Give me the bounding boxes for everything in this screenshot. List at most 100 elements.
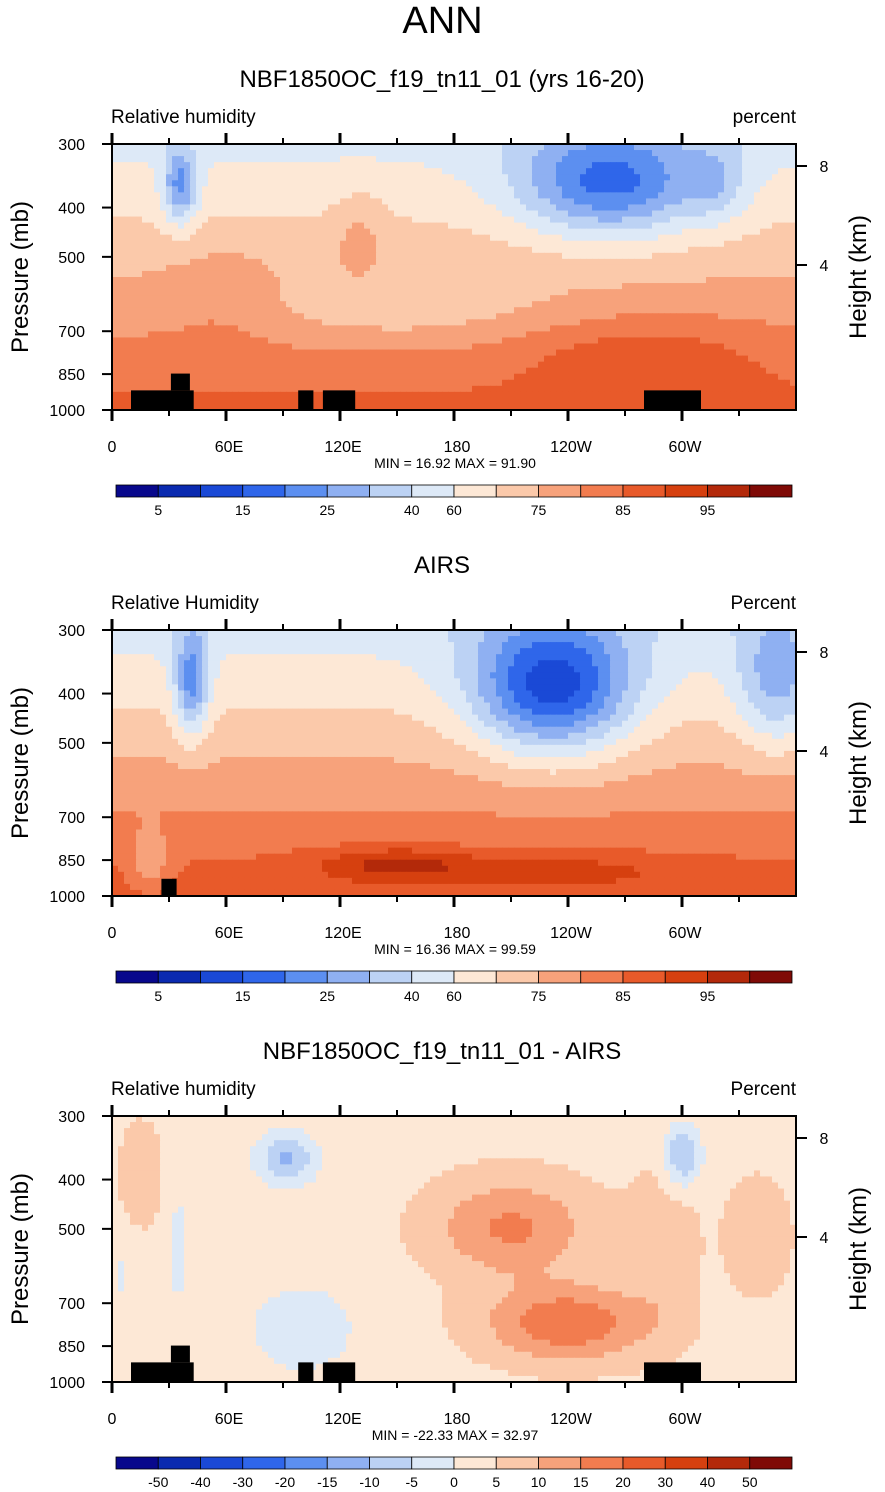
- contour-cell: [250, 150, 257, 157]
- contour-cell: [466, 283, 473, 290]
- contour-cell: [652, 367, 659, 375]
- contour-cell: [658, 240, 665, 248]
- contour-cell: [166, 349, 173, 357]
- contour-cell: [394, 246, 401, 254]
- contour-cell: [112, 307, 119, 314]
- contour-cell: [664, 349, 671, 357]
- contour-cell: [166, 331, 173, 339]
- contour-cell: [688, 258, 695, 266]
- contour-cell: [238, 192, 245, 200]
- contour-cell: [118, 319, 125, 326]
- contour-cell: [142, 144, 149, 151]
- contour-cell: [238, 349, 245, 357]
- contour-cell: [778, 180, 785, 187]
- contour-cell: [700, 234, 707, 242]
- contour-cell: [340, 246, 347, 254]
- contour-cell: [400, 234, 407, 242]
- contour-cell: [286, 289, 293, 296]
- contour-cell: [376, 319, 383, 326]
- contour-cell: [766, 162, 773, 169]
- contour-cell: [652, 331, 659, 339]
- contour-cell: [154, 162, 161, 169]
- contour-cell: [640, 403, 647, 411]
- contour-cell: [712, 313, 719, 320]
- contour-cell: [694, 204, 701, 212]
- contour-cell: [268, 403, 275, 411]
- contour-cell: [628, 367, 635, 375]
- contour-cell: [268, 277, 275, 284]
- contour-cell: [202, 240, 209, 248]
- contour-cell: [748, 258, 755, 266]
- contour-cell: [136, 301, 143, 308]
- contour-cell: [682, 313, 689, 320]
- contour-cell: [280, 385, 287, 393]
- contour-cell: [520, 180, 527, 187]
- contour-cell: [562, 355, 569, 363]
- contour-cell: [670, 186, 677, 193]
- contour-cell: [406, 162, 413, 169]
- contour-cell: [316, 198, 323, 206]
- contour-cell: [562, 289, 569, 296]
- contour-cell: [616, 270, 623, 278]
- contour-cell: [472, 343, 479, 351]
- contour-cell: [598, 174, 605, 181]
- contour-cell: [574, 301, 581, 308]
- contour-cell: [322, 258, 329, 266]
- contour-cell: [550, 361, 557, 369]
- contour-cell: [442, 222, 449, 230]
- contour-cell: [262, 373, 269, 381]
- contour-cell: [748, 192, 755, 200]
- contour-cell: [688, 240, 695, 248]
- contour-cell: [424, 204, 431, 212]
- contour-cell: [124, 174, 131, 181]
- contour-cell: [754, 355, 761, 363]
- contour-cell: [568, 367, 575, 375]
- contour-cell: [292, 228, 299, 236]
- contour-cell: [598, 307, 605, 314]
- contour-cell: [550, 186, 557, 193]
- contour-cell: [130, 216, 137, 224]
- contour-cell: [250, 325, 257, 333]
- contour-cell: [244, 277, 251, 284]
- contour-cell: [784, 367, 791, 375]
- contour-cell: [352, 355, 359, 363]
- contour-cell: [382, 270, 389, 278]
- contour-cell: [256, 289, 263, 296]
- contour-cell: [634, 192, 641, 200]
- contour-cell: [772, 264, 779, 272]
- contour-cell: [340, 313, 347, 320]
- contour-cell: [340, 270, 347, 278]
- contour-cell: [112, 319, 119, 326]
- contour-cell: [436, 403, 443, 411]
- contour-cell: [400, 174, 407, 181]
- contour-cell: [508, 234, 515, 242]
- contour-cell: [562, 373, 569, 381]
- contour-cell: [454, 319, 461, 326]
- contour-cell: [136, 313, 143, 320]
- contour-cell: [496, 264, 503, 272]
- contour-cell: [520, 349, 527, 357]
- contour-cell: [520, 313, 527, 320]
- contour-cell: [136, 325, 143, 333]
- contour-cell: [136, 222, 143, 230]
- contour-cell: [304, 385, 311, 393]
- contour-cell: [568, 373, 575, 381]
- contour-cell: [310, 331, 317, 339]
- contour-cell: [670, 283, 677, 290]
- contour-cell: [766, 319, 773, 326]
- contour-cell: [760, 325, 767, 333]
- contour-cell: [604, 319, 611, 326]
- contour-cell: [700, 283, 707, 290]
- contour-cell: [706, 180, 713, 187]
- contour-cell: [658, 325, 665, 333]
- contour-cell: [388, 180, 395, 187]
- contour-cell: [544, 186, 551, 193]
- contour-cell: [160, 240, 167, 248]
- contour-cell: [430, 204, 437, 212]
- contour-cell: [226, 234, 233, 242]
- contour-cell: [610, 289, 617, 296]
- contour-cell: [274, 349, 281, 357]
- contour-cell: [442, 361, 449, 369]
- contour-cell: [646, 301, 653, 308]
- contour-cell: [124, 198, 131, 206]
